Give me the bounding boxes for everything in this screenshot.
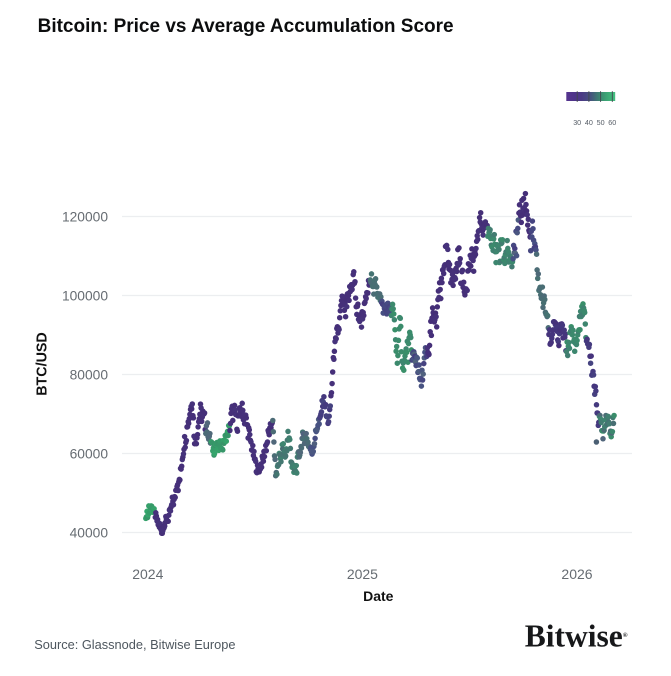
svg-text:2024: 2024: [132, 566, 163, 582]
svg-text:60: 60: [608, 118, 616, 127]
svg-text:100000: 100000: [62, 288, 108, 303]
svg-text:40: 40: [585, 118, 593, 127]
svg-text:50: 50: [597, 118, 605, 127]
svg-text:2026: 2026: [561, 566, 592, 582]
svg-text:30: 30: [573, 118, 581, 127]
svg-text:BTC/USD: BTC/USD: [35, 332, 51, 396]
svg-text:Bitcoin: Price vs Average Accu: Bitcoin: Price vs Average Accumulation S…: [38, 16, 454, 37]
svg-text:Bitwise®: Bitwise®: [525, 619, 628, 654]
svg-text:80000: 80000: [70, 367, 109, 382]
svg-text:120000: 120000: [62, 209, 108, 224]
svg-text:2025: 2025: [347, 566, 378, 582]
svg-text:Source: Glassnode, Bitwise Eur: Source: Glassnode, Bitwise Europe: [34, 637, 235, 652]
svg-text:60000: 60000: [70, 446, 109, 461]
svg-text:Date: Date: [363, 588, 394, 604]
svg-text:40000: 40000: [70, 525, 109, 540]
